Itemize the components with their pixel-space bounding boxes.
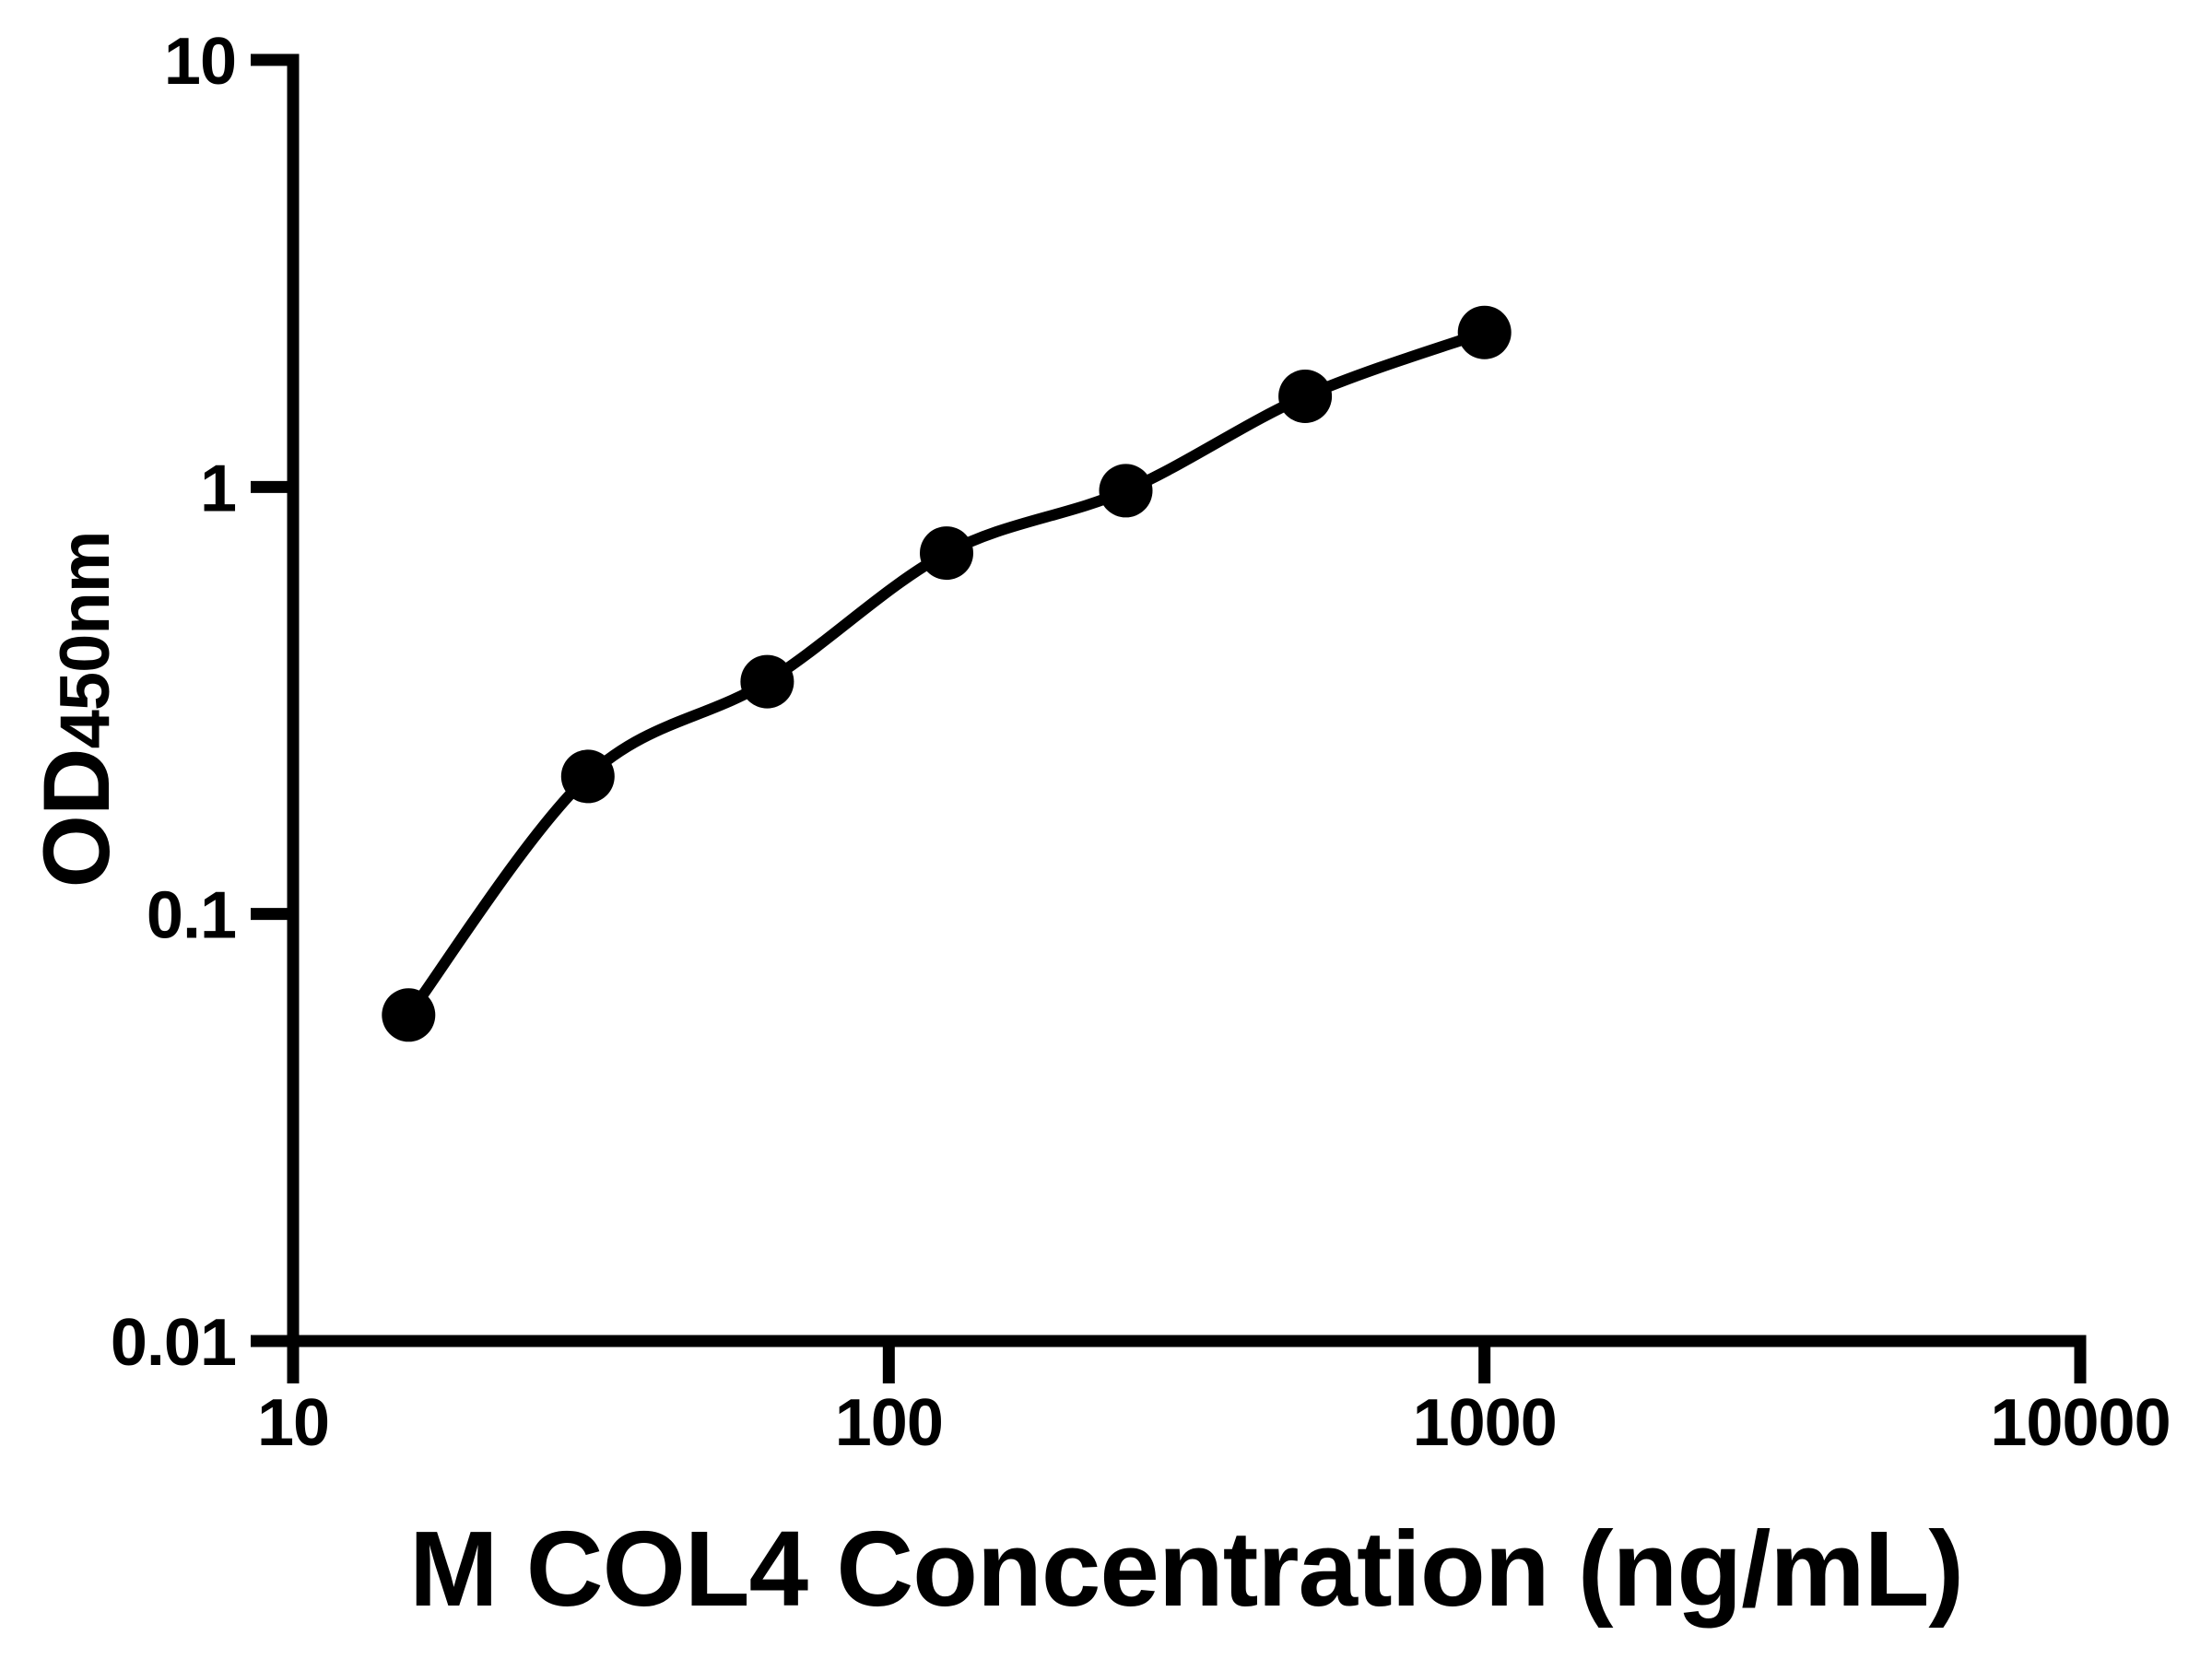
- y-axis-title-main: OD: [24, 748, 129, 888]
- data-point-marker: [382, 988, 436, 1042]
- y-tick-label: 0.01: [111, 1306, 236, 1380]
- x-tick-label: 100: [835, 1386, 943, 1460]
- x-tick-label: 10000: [1990, 1386, 2170, 1460]
- y-tick-label: 0.1: [147, 879, 236, 953]
- y-tick-label: 10: [164, 25, 236, 99]
- fit-curve: [403, 326, 1490, 1021]
- x-tick-label: 1000: [1413, 1386, 1557, 1460]
- x-tick-label: 10: [257, 1386, 329, 1460]
- data-point-marker: [1457, 305, 1512, 359]
- data-point-marker: [1099, 464, 1153, 518]
- data-point-marker: [920, 526, 973, 581]
- y-tick-label: 1: [200, 452, 236, 525]
- y-axis-title-sub: 450nm: [46, 532, 124, 749]
- y-axis-ticks: 10 1 0.1 0.01: [111, 25, 293, 1380]
- data-point-marker: [560, 749, 615, 804]
- data-point-marker: [1278, 370, 1333, 423]
- data-points: [382, 305, 1512, 1042]
- y-axis-title: OD450nm: [24, 532, 129, 888]
- x-axis-ticks: 10 100 1000 10000: [257, 1341, 2171, 1460]
- x-axis-title: M COL4 Concentration (ng/mL): [409, 1509, 1963, 1629]
- data-point-marker: [740, 654, 794, 709]
